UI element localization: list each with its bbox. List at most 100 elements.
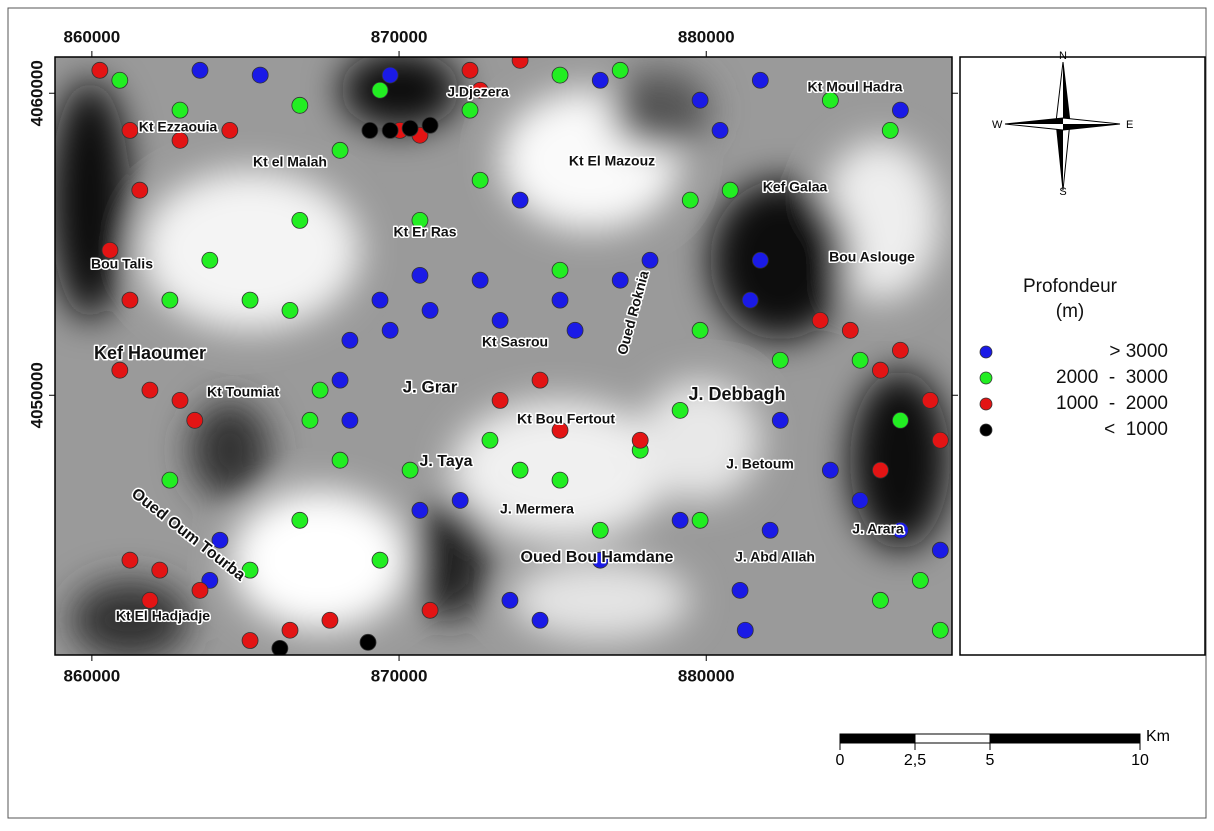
compass-e: E — [1126, 119, 1133, 131]
depth-point — [312, 382, 328, 398]
depth-point — [222, 122, 238, 138]
depth-point — [122, 292, 138, 308]
y-tick-label: 4050000 — [27, 362, 46, 428]
place-label: Kt Ezzaouia — [139, 119, 218, 135]
depth-point — [732, 582, 748, 598]
depth-point — [142, 382, 158, 398]
scale-label: 5 — [986, 752, 995, 769]
place-label: J. Debbagh — [688, 384, 785, 404]
place-label: Kt el Malah — [253, 154, 327, 170]
depth-point — [422, 302, 438, 318]
legend-title: Profondeur — [1023, 276, 1118, 297]
legend-swatch — [980, 424, 992, 436]
depth-point — [172, 392, 188, 408]
depth-point — [912, 572, 928, 588]
place-label: Kt Moul Hadra — [808, 79, 903, 95]
depth-point — [172, 102, 188, 118]
depth-point — [112, 362, 128, 378]
depth-point — [422, 117, 438, 133]
depth-point — [332, 452, 348, 468]
depth-point — [592, 522, 608, 538]
depth-point — [532, 372, 548, 388]
depth-point — [492, 312, 508, 328]
place-label: Bou Talis — [91, 256, 153, 272]
legend-swatch — [980, 372, 992, 384]
depth-point — [512, 52, 528, 68]
depth-point — [402, 462, 418, 478]
depth-point — [692, 322, 708, 338]
depth-point — [292, 212, 308, 228]
depth-point — [162, 292, 178, 308]
depth-point — [932, 622, 948, 638]
depth-point — [142, 592, 158, 608]
place-label: Kt El Hadjadje — [116, 608, 210, 624]
place-label: J. Arara — [852, 521, 904, 537]
depth-point — [812, 312, 828, 328]
depth-point — [192, 62, 208, 78]
depth-point — [752, 252, 768, 268]
place-label: Kt Toumiat — [207, 384, 279, 400]
scale-segment — [915, 734, 990, 743]
place-label: Kef Haoumer — [94, 343, 206, 363]
depth-point — [172, 132, 188, 148]
scale-segment — [990, 734, 1140, 743]
depth-point — [692, 512, 708, 528]
depth-point — [132, 182, 148, 198]
depth-point — [382, 122, 398, 138]
scale-label: 2,5 — [904, 752, 926, 769]
depth-point — [682, 192, 698, 208]
depth-point — [452, 492, 468, 508]
legend-label: 1000 - 2000 — [1056, 393, 1168, 414]
legend-label: > 3000 — [1109, 341, 1168, 362]
place-label: Kt Er Ras — [393, 224, 456, 240]
depth-point — [282, 622, 298, 638]
place-label: J. Taya — [419, 453, 472, 470]
depth-point — [512, 462, 528, 478]
depth-point — [372, 82, 388, 98]
legend-label: < 1000 — [1104, 419, 1168, 440]
x-tick-label: 880000 — [678, 666, 735, 685]
depth-point — [342, 332, 358, 348]
place-label: Oued Bou Hamdane — [521, 549, 674, 566]
depth-point — [737, 622, 753, 638]
depth-point — [187, 412, 203, 428]
place-label: Kt Sasrou — [482, 334, 548, 350]
depth-point — [592, 72, 608, 88]
map-figure: J.Djezera Kt Moul Hadra Kt Ezzaouia Kt el M… — [0, 0, 1214, 826]
x-tick-label: 870000 — [371, 27, 428, 46]
depth-point — [382, 67, 398, 83]
place-label: J. Betoum — [726, 456, 794, 472]
depth-point — [332, 142, 348, 158]
depth-point — [742, 292, 758, 308]
depth-point — [552, 292, 568, 308]
depth-point — [512, 192, 528, 208]
depth-point — [552, 472, 568, 488]
depth-point — [672, 402, 688, 418]
depth-point — [772, 352, 788, 368]
depth-point — [282, 302, 298, 318]
depth-point — [202, 252, 218, 268]
depth-point — [302, 412, 318, 428]
depth-point — [242, 292, 258, 308]
depth-point — [932, 542, 948, 558]
depth-point — [122, 122, 138, 138]
y-tick-label: 4060000 — [27, 60, 46, 126]
legend-label: 2000 - 3000 — [1056, 367, 1168, 388]
depth-point — [882, 122, 898, 138]
depth-point — [852, 352, 868, 368]
legend-swatch — [980, 346, 992, 358]
legend-unit: (m) — [1056, 301, 1084, 322]
depth-point — [412, 267, 428, 283]
depth-point — [932, 432, 948, 448]
depth-point — [92, 62, 108, 78]
place-label: J.Djezera — [447, 84, 509, 100]
depth-point — [752, 72, 768, 88]
depth-point — [162, 472, 178, 488]
depth-point — [472, 272, 488, 288]
scale-bar: 02,5510Km — [836, 728, 1170, 769]
compass-s: S — [1059, 186, 1066, 198]
depth-point — [122, 552, 138, 568]
x-tick-label: 880000 — [678, 27, 735, 46]
compass-n: N — [1059, 50, 1067, 62]
depth-point — [552, 262, 568, 278]
